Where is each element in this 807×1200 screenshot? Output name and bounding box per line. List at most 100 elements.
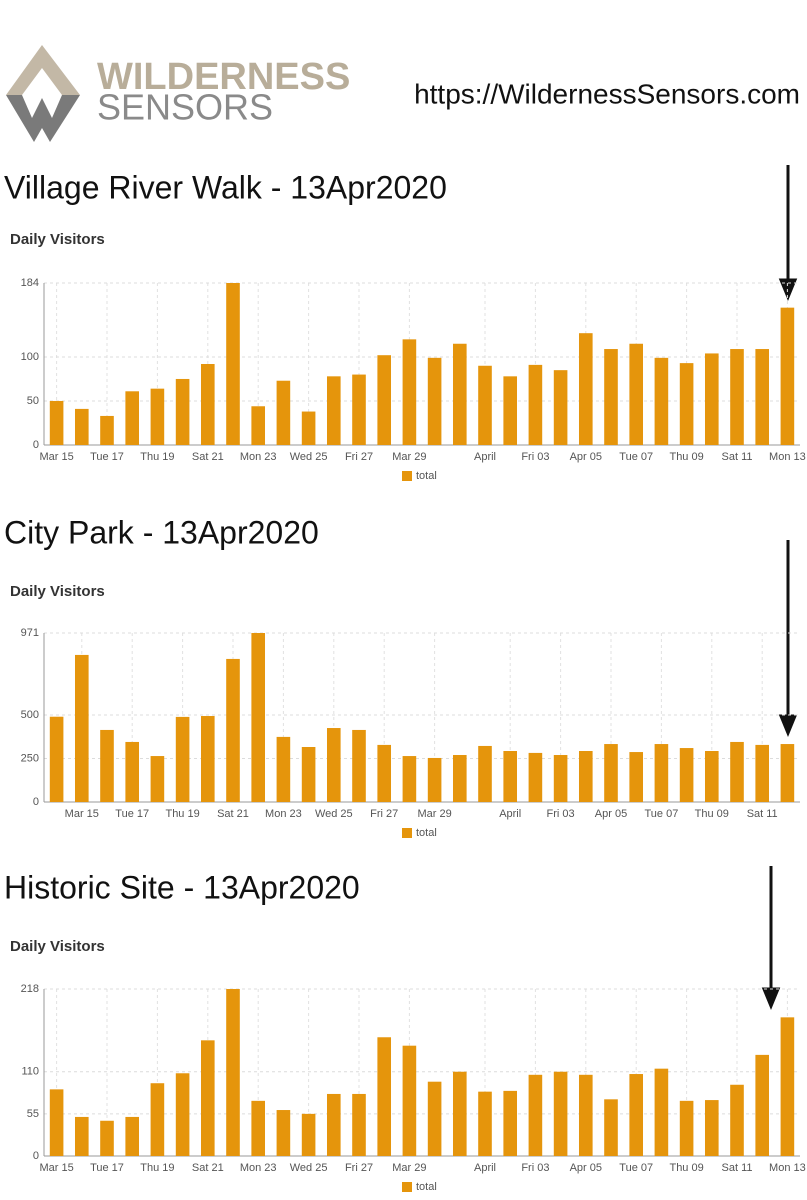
- bar: [100, 729, 114, 802]
- x-tick-label: Apr 05: [570, 451, 602, 463]
- legend-swatch: [402, 471, 412, 481]
- bar: [125, 1116, 140, 1156]
- bar: [74, 408, 89, 445]
- y-tick-label: 500: [21, 709, 39, 721]
- bar: [301, 747, 316, 802]
- x-tick-label: Mar 15: [39, 451, 73, 463]
- bar: [528, 1074, 543, 1156]
- x-tick-label: Thu 09: [695, 808, 729, 820]
- bar: [352, 1093, 366, 1156]
- x-tick-label: Apr 05: [595, 808, 627, 820]
- bar: [175, 378, 190, 445]
- bar: [528, 364, 543, 445]
- chart-subtitle: Daily Visitors: [10, 938, 105, 955]
- x-tick-label: Tue 17: [115, 808, 149, 820]
- chart-title: Historic Site - 13Apr2020: [4, 869, 360, 905]
- bar: [679, 1100, 694, 1156]
- bar: [352, 374, 366, 445]
- bar: [352, 729, 366, 802]
- x-tick-label: Mar 15: [65, 808, 99, 820]
- bar: [578, 1074, 593, 1156]
- x-tick-label: Fri 03: [547, 808, 575, 820]
- x-tick-label: Fri 27: [345, 1162, 373, 1174]
- x-tick-label: Wed 25: [290, 1162, 328, 1174]
- bar: [629, 343, 644, 445]
- x-tick-label: Mar 29: [392, 1162, 426, 1174]
- bar: [629, 1074, 644, 1156]
- bar: [402, 756, 417, 802]
- bar: [175, 716, 190, 802]
- y-tick-label: 110: [21, 1066, 39, 1078]
- bar: [251, 1100, 266, 1156]
- logo-mark-top: [6, 45, 80, 95]
- bar: [226, 658, 240, 802]
- y-tick-label: 55: [27, 1108, 39, 1120]
- x-tick-label: Sat 11: [722, 451, 753, 463]
- bar: [100, 415, 114, 445]
- bar: [301, 1113, 316, 1156]
- bar: [654, 1068, 669, 1156]
- bar: [503, 376, 518, 445]
- chart-title: Village River Walk - 13Apr2020: [4, 169, 447, 205]
- x-tick-label: Mar 29: [417, 808, 451, 820]
- bar: [226, 989, 240, 1156]
- bar: [276, 380, 291, 445]
- bar: [251, 633, 266, 802]
- bar: [427, 1081, 442, 1156]
- bar: [125, 741, 140, 802]
- bar: [604, 744, 618, 802]
- bar: [200, 1040, 215, 1156]
- bar: [679, 363, 694, 445]
- x-tick-label: Thu 19: [140, 1162, 174, 1174]
- y-tick-label: 184: [21, 277, 39, 289]
- y-tick-label: 0: [33, 1150, 39, 1162]
- bar: [629, 752, 644, 802]
- bar: [780, 307, 795, 445]
- bar: [730, 741, 744, 802]
- bar: [427, 357, 442, 445]
- bar: [679, 748, 694, 802]
- x-tick-label: Sat 21: [217, 808, 249, 820]
- bar: [326, 376, 341, 445]
- bar: [755, 349, 770, 445]
- x-tick-label: Mar 29: [392, 451, 426, 463]
- bar: [49, 1089, 64, 1156]
- bar: [704, 751, 719, 802]
- x-tick-label: Sat 11: [747, 808, 778, 820]
- arrow-head: [761, 987, 781, 1010]
- legend-swatch: [402, 1182, 412, 1192]
- legend-label: total: [416, 827, 437, 839]
- bar: [478, 745, 492, 802]
- bar: [503, 751, 518, 802]
- bar: [578, 333, 593, 445]
- bar: [402, 339, 417, 445]
- bar: [478, 365, 492, 445]
- bar: [125, 391, 140, 445]
- x-tick-label: Sat 21: [192, 451, 224, 463]
- bar: [503, 1090, 518, 1156]
- bar: [704, 353, 719, 445]
- y-tick-label: 218: [21, 983, 39, 995]
- chart-title: City Park - 13Apr2020: [4, 514, 319, 550]
- y-tick-label: 0: [33, 439, 39, 451]
- bar: [200, 716, 215, 802]
- x-tick-label: Mon 23: [240, 451, 277, 463]
- y-tick-label: 100: [21, 351, 39, 363]
- x-tick-label: Tue 07: [619, 1162, 653, 1174]
- bar: [276, 1110, 291, 1156]
- bar: [604, 1099, 618, 1156]
- x-tick-label: Thu 19: [140, 451, 174, 463]
- x-tick-label: Thu 09: [669, 1162, 703, 1174]
- y-tick-label: 50: [27, 395, 39, 407]
- bar: [200, 364, 215, 445]
- bar: [730, 349, 744, 445]
- bar: [74, 1116, 89, 1156]
- x-tick-label: Tue 07: [644, 808, 678, 820]
- x-tick-label: Mon 23: [240, 1162, 277, 1174]
- logo: WILDERNESS SENSORS: [6, 45, 350, 142]
- bar: [528, 752, 543, 802]
- bar: [478, 1091, 492, 1156]
- logo-text: WILDERNESS: [97, 56, 350, 98]
- chart-subtitle: Daily Visitors: [10, 583, 105, 600]
- bar: [402, 1045, 417, 1156]
